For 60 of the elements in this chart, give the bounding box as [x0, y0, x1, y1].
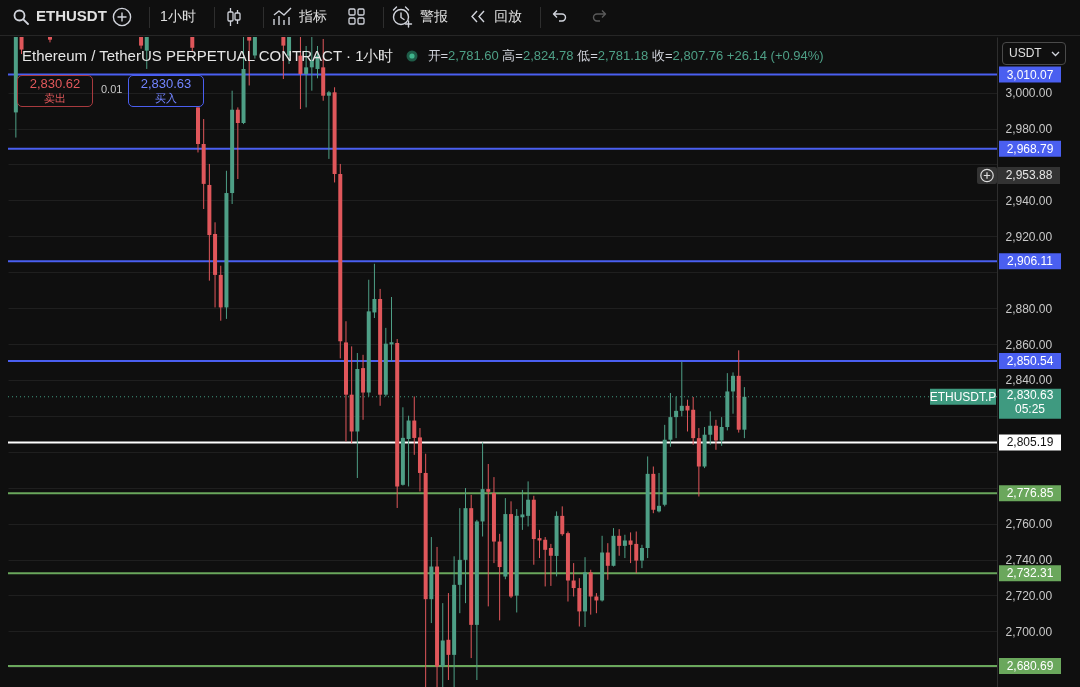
ref-line-label: 2,805.19	[1006, 435, 1054, 450]
candlestick	[526, 480, 531, 527]
y-tick-label: 2,740.00	[1005, 553, 1053, 568]
ref-line-label: 2,680.69	[1006, 659, 1054, 674]
y-tick-label: 2,980.00	[1005, 122, 1053, 137]
text: 开=2,781.60 高=2,824.78 低=2,781.18 收=2,807.76 +26.14 (+0.94%)	[427, 48, 824, 63]
annotation: 2,830.62	[29, 76, 81, 91]
ref-line-label: 2,906.11	[1007, 254, 1054, 269]
text: 回放	[494, 7, 522, 25]
text: 指标	[299, 7, 327, 25]
y-tick-label: 2,940.00	[1005, 193, 1053, 208]
candlestick	[657, 472, 662, 513]
buy-button: 2,830.63 买入	[128, 75, 204, 107]
ref-line-label: 2,850.54	[1006, 354, 1054, 369]
candlestick	[617, 528, 622, 557]
ref-line-label: 2,968.79	[1006, 141, 1054, 156]
candlestick	[674, 395, 679, 439]
candlestick	[622, 534, 627, 559]
candlestick	[719, 416, 724, 447]
ref-line-label: 3,010.07	[1006, 67, 1054, 82]
ref-line-label: 2,732.31	[1006, 566, 1054, 581]
candlestick	[235, 106, 240, 180]
y-tick-label: 3,000.00	[1005, 86, 1053, 101]
sell-button: 2,830.62 卖出	[17, 75, 93, 107]
candlestick	[571, 562, 576, 597]
text: 2,953.88	[998, 167, 1060, 184]
candlestick	[731, 371, 736, 415]
candlestick	[713, 419, 718, 451]
candlestick	[412, 395, 417, 456]
candlestick	[639, 544, 644, 569]
candlestick	[560, 505, 565, 537]
candlestick	[326, 90, 331, 160]
candlestick	[577, 577, 582, 627]
ref-line-label: 2,830.63 05:25	[1006, 387, 1054, 416]
candlestick	[543, 536, 548, 587]
annotation: 0.01	[101, 83, 123, 95]
annotation: 2,830.63	[140, 76, 192, 91]
y-tick-label: 2,860.00	[1005, 337, 1053, 352]
currency-dropdown: USDT	[1002, 42, 1066, 65]
text: ETHUSDT	[36, 7, 107, 25]
candlestick	[679, 360, 684, 417]
y-tick-label: 2,720.00	[1005, 588, 1053, 603]
annotation: ETHUSDT.P	[929, 389, 997, 404]
candlestick	[605, 542, 610, 581]
y-tick-label: 2,840.00	[1005, 373, 1053, 388]
candlestick	[668, 392, 673, 448]
candlestick	[708, 410, 713, 446]
y-tick-label: 2,700.00	[1005, 624, 1053, 639]
annotation: 卖出	[44, 91, 66, 105]
y-tick-label: 2,880.00	[1005, 301, 1053, 316]
candlestick	[548, 543, 553, 587]
candlestick	[486, 463, 491, 607]
text: 警报	[420, 7, 448, 25]
y-tick-label: 2,920.00	[1005, 229, 1053, 244]
ref-line-label: 2,776.85	[1006, 486, 1054, 501]
candlestick	[406, 415, 411, 487]
annotation: 买入	[155, 91, 177, 105]
text: 1小时	[160, 7, 196, 25]
y-tick-label: 2,760.00	[1005, 517, 1053, 532]
candlestick	[446, 592, 451, 681]
